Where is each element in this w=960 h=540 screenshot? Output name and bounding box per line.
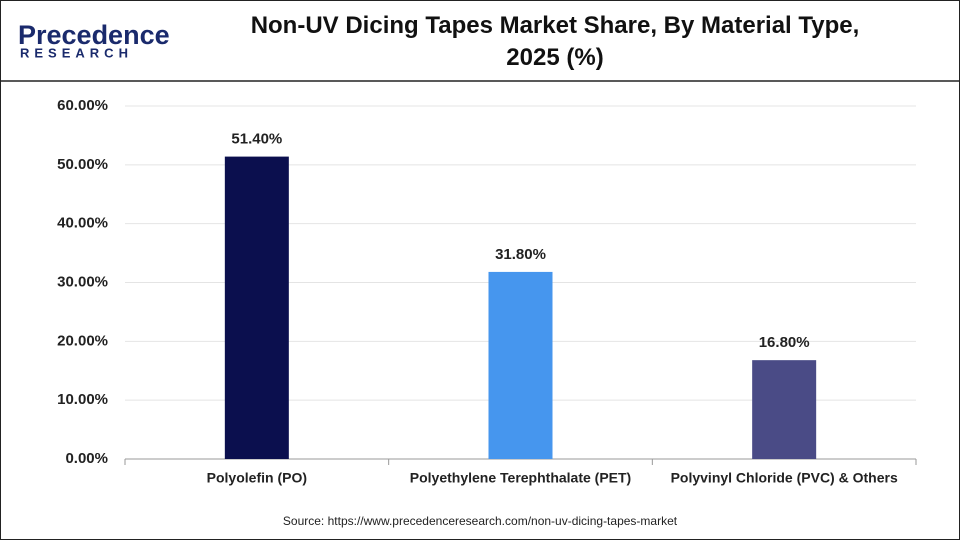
x-tick-label: Polyvinyl Chloride (PVC) & Others [671,470,898,486]
y-tick-label: 30.00% [57,273,108,290]
y-tick-label: 0.00% [65,450,108,467]
logo-tagline: RESEARCH [20,45,133,60]
value-label: 16.80% [759,334,810,351]
value-label: 31.80% [495,246,546,263]
y-tick-label: 40.00% [57,215,108,232]
y-tick-label: 50.00% [57,156,108,173]
bar [488,271,553,459]
logo-name: Precedence [18,20,170,50]
y-tick-label: 10.00% [57,391,108,408]
bar [752,360,817,459]
chart-title: Non-UV Dicing Tapes Market Share, By Mat… [250,12,860,71]
x-tick-label: Polyolefin (PO) [207,470,307,486]
x-tick-label: Polyethylene Terephthalate (PET) [410,470,631,486]
source: Source: https://www.precedenceresearch.c… [283,514,678,528]
y-tick-label: 20.00% [57,332,108,349]
value-label: 51.40% [231,131,282,148]
y-tick-label: 60.00% [57,97,108,114]
bar [224,156,289,459]
